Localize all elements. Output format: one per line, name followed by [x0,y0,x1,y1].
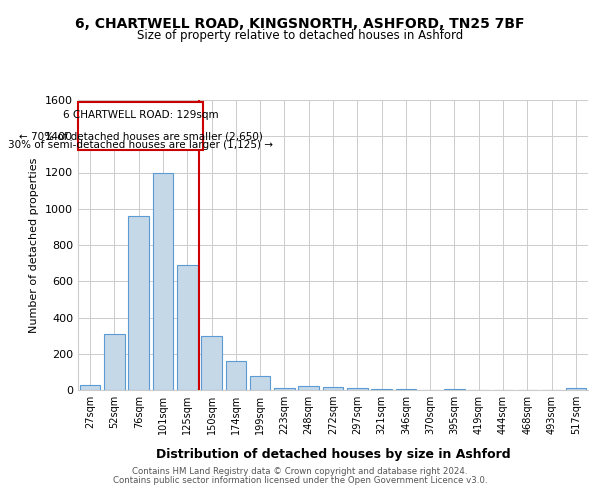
Text: ← 70% of detached houses are smaller (2,650): ← 70% of detached houses are smaller (2,… [19,132,262,141]
Text: 30% of semi-detached houses are larger (1,125) →: 30% of semi-detached houses are larger (… [8,140,273,150]
Bar [395,388,416,390]
X-axis label: Distribution of detached houses by size in Ashford: Distribution of detached houses by size … [155,448,511,461]
Text: Size of property relative to detached houses in Ashford: Size of property relative to detached ho… [137,28,463,42]
Bar [444,389,465,390]
Text: 6 CHARTWELL ROAD: 129sqm: 6 CHARTWELL ROAD: 129sqm [63,110,218,120]
Bar [226,361,246,390]
Y-axis label: Number of detached properties: Number of detached properties [29,158,40,332]
FancyBboxPatch shape [78,102,203,150]
Text: Contains public sector information licensed under the Open Government Licence v3: Contains public sector information licen… [113,476,487,485]
Bar [80,384,100,390]
Bar [274,388,295,390]
Bar [128,216,149,390]
Text: 6, CHARTWELL ROAD, KINGSNORTH, ASHFORD, TN25 7BF: 6, CHARTWELL ROAD, KINGSNORTH, ASHFORD, … [75,18,525,32]
Bar [250,376,271,390]
Bar [298,386,319,390]
Bar [177,265,197,390]
Bar [566,388,586,390]
Bar [371,389,392,390]
Bar [152,172,173,390]
Bar [104,334,125,390]
Bar [347,388,368,390]
Bar [201,336,222,390]
Bar [323,386,343,390]
Text: Contains HM Land Registry data © Crown copyright and database right 2024.: Contains HM Land Registry data © Crown c… [132,467,468,476]
